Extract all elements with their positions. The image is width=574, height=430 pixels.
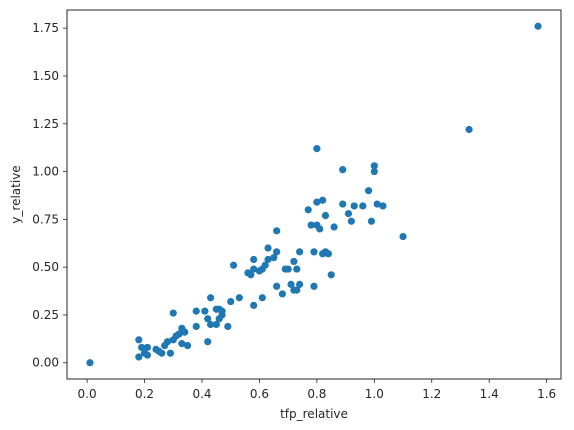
x-tick-label: 0.2 xyxy=(135,387,154,401)
data-point xyxy=(290,257,298,266)
x-tick-label: 0.6 xyxy=(250,387,269,401)
data-point xyxy=(370,162,378,170)
data-point xyxy=(192,322,200,331)
data-point xyxy=(293,265,301,273)
y-tick-label: 0.75 xyxy=(32,212,59,226)
data-point xyxy=(169,309,177,317)
data-point xyxy=(184,341,192,350)
data-point xyxy=(192,307,200,315)
data-point xyxy=(158,349,166,357)
data-point xyxy=(296,280,304,288)
data-point xyxy=(261,261,269,269)
data-point xyxy=(319,196,327,204)
data-point xyxy=(201,307,209,315)
data-point xyxy=(270,253,278,262)
data-point xyxy=(316,225,324,233)
tick-layer: 0.0 0.2 0.4 0.6 0.8 1.0 1.2 1.4 1.6 0.00 0.25 0.50 0… xyxy=(32,21,556,401)
data-point xyxy=(287,280,295,288)
data-point xyxy=(278,290,287,298)
data-point xyxy=(321,211,330,220)
data-point xyxy=(324,250,332,258)
data-point xyxy=(250,255,258,264)
data-point xyxy=(247,271,255,279)
data-point xyxy=(258,294,266,302)
data-point xyxy=(339,166,347,174)
data-point xyxy=(207,320,215,329)
x-tick-label: 1.2 xyxy=(422,387,441,401)
y-tick-label: 1.75 xyxy=(32,21,59,35)
data-point xyxy=(250,301,258,309)
data-point xyxy=(224,322,232,331)
data-point xyxy=(373,200,381,208)
x-tick-label: 0.0 xyxy=(78,387,97,401)
data-point xyxy=(364,187,373,195)
data-point xyxy=(310,248,318,256)
y-tick-label: 1.00 xyxy=(32,165,59,179)
x-tick-label: 0.8 xyxy=(307,387,326,401)
data-point xyxy=(227,297,235,306)
data-point xyxy=(264,244,272,252)
data-point xyxy=(293,286,301,294)
data-point xyxy=(135,336,143,344)
data-point xyxy=(86,359,94,367)
data-point xyxy=(304,206,312,214)
y-tick-label: 1.50 xyxy=(32,69,59,83)
data-point xyxy=(207,294,215,302)
data-point xyxy=(181,328,189,336)
data-point xyxy=(350,202,358,210)
y-tick-label: 0.50 xyxy=(32,260,59,274)
data-point xyxy=(284,265,292,273)
data-point xyxy=(370,167,378,176)
data-point xyxy=(313,145,321,153)
data-point xyxy=(204,315,212,323)
x-axis-label: tfp_relative xyxy=(280,407,348,421)
data-point xyxy=(296,248,304,256)
y-tick-label: 1.25 xyxy=(32,117,59,131)
data-point xyxy=(344,210,353,218)
data-point xyxy=(264,255,272,264)
data-point xyxy=(229,261,238,269)
data-point xyxy=(367,217,376,225)
data-points xyxy=(86,22,542,367)
data-point xyxy=(399,232,407,241)
data-point xyxy=(534,22,542,30)
data-point xyxy=(359,202,367,210)
data-point xyxy=(138,343,146,352)
data-point xyxy=(347,217,355,225)
x-tick-label: 1.0 xyxy=(365,387,384,401)
data-point xyxy=(313,198,321,206)
x-tick-label: 1.4 xyxy=(480,387,499,401)
data-point xyxy=(250,265,258,273)
data-point xyxy=(178,340,186,348)
data-point xyxy=(166,349,174,357)
data-point xyxy=(273,282,281,290)
data-point xyxy=(235,294,243,302)
y-tick-label: 0.00 xyxy=(32,356,59,370)
data-point xyxy=(307,221,315,229)
data-point xyxy=(330,223,338,231)
data-point xyxy=(379,202,387,210)
y-axis-label: y_relative xyxy=(9,165,23,223)
data-point xyxy=(163,338,172,346)
data-point xyxy=(273,248,281,256)
y-tick-label: 0.25 xyxy=(32,308,59,322)
plot-frame xyxy=(66,9,562,380)
data-point xyxy=(218,307,226,315)
data-point xyxy=(212,320,220,329)
data-point xyxy=(339,200,347,208)
data-point xyxy=(273,227,281,235)
data-point xyxy=(204,338,212,346)
data-point xyxy=(310,282,318,290)
data-point xyxy=(143,351,152,359)
data-point xyxy=(135,353,143,361)
data-point xyxy=(327,271,335,279)
data-point xyxy=(465,125,473,134)
x-tick-label: 0.4 xyxy=(192,387,211,401)
data-point xyxy=(175,330,183,338)
x-tick-label: 1.6 xyxy=(537,387,556,401)
data-point xyxy=(143,343,152,352)
